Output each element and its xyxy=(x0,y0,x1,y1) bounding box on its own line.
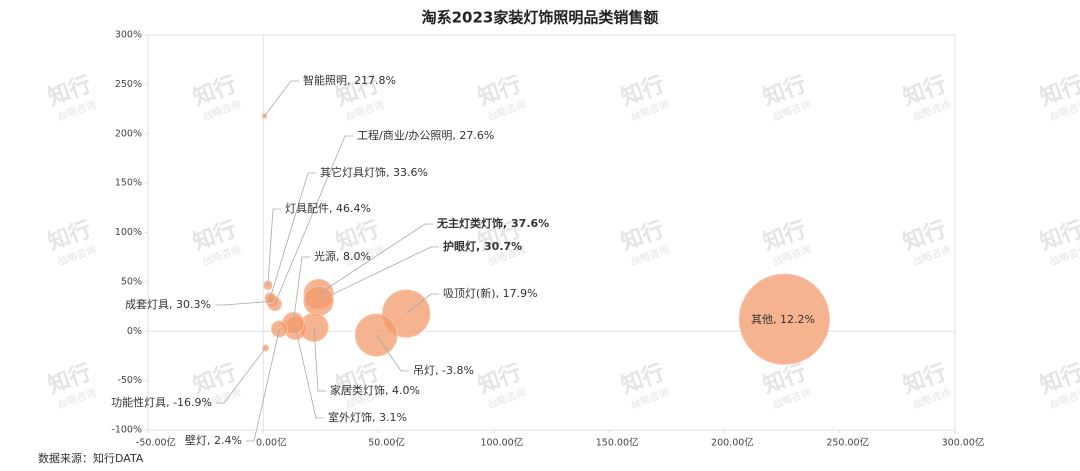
chart-title: 淘系2023家装灯饰照明品类销售额 xyxy=(421,9,659,27)
data-label: 吊灯, -3.8% xyxy=(413,364,474,377)
leader-line xyxy=(375,334,409,372)
y-tick-label: 250% xyxy=(115,79,142,90)
data-label: 工程/商业/办公照明, 27.6% xyxy=(357,128,494,142)
data-label: 功能性灯具, -16.9% xyxy=(111,395,212,409)
watermarks: 知行战略咨询知行战略咨询知行战略咨询知行战略咨询知行战略咨询知行战略咨询知行战略… xyxy=(45,71,1080,411)
bubble xyxy=(303,285,334,317)
data-label: 光源, 8.0% xyxy=(314,249,371,263)
bubble xyxy=(738,273,830,365)
leader-line xyxy=(295,328,324,419)
leader-line xyxy=(313,327,326,392)
y-tick-label: -100% xyxy=(111,425,142,436)
data-label: 护眼灯, 30.7% xyxy=(443,239,522,253)
y-tick-label: -50% xyxy=(117,375,142,386)
y-tick-label: 300% xyxy=(115,30,142,41)
plot-area xyxy=(147,34,956,431)
data-label: 智能照明, 217.8% xyxy=(303,73,396,87)
leader-line xyxy=(292,256,310,324)
data-label: 壁灯, 2.4% xyxy=(185,433,242,447)
y-tick-label: 200% xyxy=(115,128,142,139)
x-tick-label: 300.00亿 xyxy=(942,437,985,449)
x-tick-label: 100.00亿 xyxy=(480,437,523,449)
source: 数据来源：知行DATA xyxy=(38,451,144,465)
x-tick-label: 50.00亿 xyxy=(368,437,405,449)
data-label: 室外灯饰, 3.1% xyxy=(328,410,407,424)
leader-line xyxy=(267,208,281,286)
y-tick-label: 0% xyxy=(127,326,142,337)
data-label: 成套灯具, 30.3% xyxy=(125,298,211,311)
x-tick-label: 150.00亿 xyxy=(596,437,639,449)
leader-line xyxy=(216,347,266,404)
data-label: 灯具配件, 46.4% xyxy=(285,202,371,215)
x-tick-label: 250.00亿 xyxy=(826,437,869,449)
leader-line xyxy=(264,80,299,117)
y-tick-label: 100% xyxy=(115,227,142,238)
data-label: 无主灯类灯饰, 37.6% xyxy=(436,216,549,230)
leader-line xyxy=(405,293,439,314)
data-label: 其它灯具灯饰, 33.6% xyxy=(320,165,428,179)
data-label: 其他, 12.2% xyxy=(751,313,815,326)
data-label: 家居类灯饰, 4.0% xyxy=(330,383,420,397)
x-tick-label: 0.00亿 xyxy=(256,437,287,449)
y-tick-label: 150% xyxy=(115,178,142,189)
leader-line xyxy=(246,328,280,442)
leader-line xyxy=(318,246,439,302)
x-tick-label: 200.00亿 xyxy=(711,437,754,449)
leader-line xyxy=(318,223,433,295)
y-tick-label: 50% xyxy=(121,276,142,287)
data-label: 吸顶灯(新), 17.9% xyxy=(443,286,538,300)
x-tick-label: -50.00亿 xyxy=(136,437,176,449)
leader-line xyxy=(269,172,316,299)
leader-line xyxy=(215,300,273,306)
leader-line xyxy=(274,135,353,305)
